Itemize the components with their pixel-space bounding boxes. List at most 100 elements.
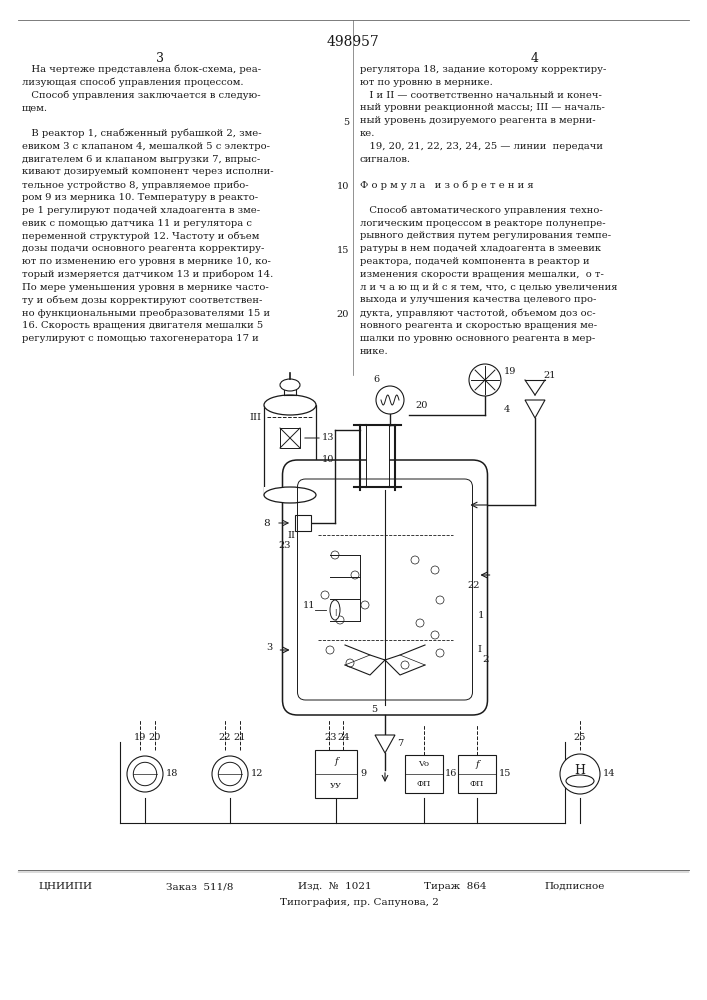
- Text: ный уровни реакционной массы; III — началь-: ный уровни реакционной массы; III — нача…: [360, 103, 605, 112]
- Text: 2: 2: [482, 656, 489, 664]
- Bar: [264, 405, 316, 495]
- Text: III: III: [249, 412, 261, 422]
- Text: 4: 4: [504, 404, 510, 414]
- Text: новного реагента и скоростью вращения ме-: новного реагента и скоростью вращения ме…: [360, 321, 597, 330]
- Circle shape: [346, 659, 354, 667]
- Text: логическим процессом в реакторе полунепре-: логическим процессом в реакторе полунепр…: [360, 219, 606, 228]
- Text: |: |: [334, 609, 337, 616]
- Text: нике.: нике.: [360, 347, 389, 356]
- Text: II: II: [288, 530, 296, 540]
- Ellipse shape: [280, 379, 300, 391]
- Text: 22: 22: [467, 580, 480, 589]
- Circle shape: [361, 601, 369, 609]
- Text: регулятора 18, задание которому корректиру-: регулятора 18, задание которому корректи…: [360, 65, 607, 74]
- Text: изменения скорости вращения мешалки,  о т-: изменения скорости вращения мешалки, о т…: [360, 270, 604, 279]
- Text: H: H: [575, 764, 585, 778]
- Text: рывного действия путем регулирования темпе-: рывного действия путем регулирования тем…: [360, 231, 611, 240]
- Ellipse shape: [566, 775, 594, 787]
- Text: лизующая способ управления процессом.: лизующая способ управления процессом.: [22, 78, 243, 87]
- Text: ту и объем дозы корректируют соответствен-: ту и объем дозы корректируют соответстве…: [22, 295, 262, 305]
- Text: t°: t°: [226, 765, 233, 773]
- Circle shape: [376, 386, 404, 414]
- Bar: [280, 428, 300, 448]
- Circle shape: [212, 756, 248, 792]
- Text: Способ автоматического управления техно-: Способ автоматического управления техно-: [360, 206, 603, 215]
- Text: Рпс: Рпс: [223, 775, 237, 783]
- Text: регулируют с помощью тахогенератора 17 и: регулируют с помощью тахогенератора 17 и: [22, 334, 259, 343]
- FancyBboxPatch shape: [283, 460, 488, 715]
- Text: Подписное: Подписное: [545, 882, 605, 891]
- Text: 20: 20: [337, 310, 349, 319]
- Text: ром 9 из мерника 10. Температуру в реакто-: ром 9 из мерника 10. Температуру в реакт…: [22, 193, 258, 202]
- Circle shape: [436, 649, 444, 657]
- Text: 19: 19: [504, 367, 516, 376]
- Text: 16. Скорость вращения двигателя мешалки 5: 16. Скорость вращения двигателя мешалки …: [22, 321, 263, 330]
- Text: щем.: щем.: [22, 103, 48, 112]
- Text: тельное устройство 8, управляемое прибо-: тельное устройство 8, управляемое прибо-: [22, 180, 249, 190]
- Text: 23: 23: [279, 541, 291, 550]
- Circle shape: [416, 619, 424, 627]
- Text: дукта, управляют частотой, объемом доз ос-: дукта, управляют частотой, объемом доз о…: [360, 308, 595, 318]
- Text: 21: 21: [543, 370, 556, 379]
- Text: 9: 9: [360, 770, 366, 778]
- Text: 22: 22: [218, 733, 231, 742]
- Text: n: n: [143, 765, 148, 773]
- Text: 25: 25: [574, 733, 586, 742]
- Text: но функциональными преобразователями 15 и: но функциональными преобразователями 15 …: [22, 308, 270, 318]
- Circle shape: [431, 566, 439, 574]
- Circle shape: [401, 661, 409, 669]
- Text: I: I: [477, 646, 481, 654]
- Circle shape: [431, 631, 439, 639]
- Text: ют по уровню в мернике.: ют по уровню в мернике.: [360, 78, 493, 87]
- Text: 1: 1: [477, 610, 484, 619]
- Text: Рб: Рб: [140, 775, 150, 783]
- Text: 16: 16: [445, 770, 457, 778]
- Text: евик с помощью датчика 11 и регулятора с: евик с помощью датчика 11 и регулятора с: [22, 219, 252, 228]
- Text: 20: 20: [148, 733, 161, 742]
- Bar: [366, 425, 389, 490]
- Text: 18: 18: [166, 770, 178, 778]
- Ellipse shape: [264, 395, 316, 415]
- Text: Способ управления заключается в следую-: Способ управления заключается в следую-: [22, 91, 261, 100]
- Text: 7: 7: [397, 740, 403, 748]
- Text: 11: 11: [303, 600, 315, 609]
- Text: f: f: [475, 760, 479, 769]
- Text: 498957: 498957: [327, 35, 380, 49]
- Circle shape: [218, 762, 242, 786]
- Text: 3: 3: [267, 643, 272, 652]
- Circle shape: [127, 756, 163, 792]
- Text: ЦНИИПИ: ЦНИИПИ: [38, 882, 92, 891]
- Text: Ф о р м у л а   и з о б р е т е н и я: Ф о р м у л а и з о б р е т е н и я: [360, 180, 534, 190]
- Text: евиком 3 с клапаном 4, мешалкой 5 с электро-: евиком 3 с клапаном 4, мешалкой 5 с элек…: [22, 142, 270, 151]
- Text: Тираж  864: Тираж 864: [423, 882, 486, 891]
- Text: 20: 20: [415, 400, 427, 410]
- Text: 19, 20, 21, 22, 23, 24, 25 — линии  передачи: 19, 20, 21, 22, 23, 24, 25 — линии перед…: [360, 142, 603, 151]
- Text: 10: 10: [322, 456, 334, 464]
- Text: 13: 13: [322, 434, 334, 442]
- Polygon shape: [375, 735, 395, 753]
- Text: 23: 23: [325, 733, 337, 742]
- Text: 14: 14: [603, 770, 616, 778]
- Text: 3: 3: [156, 52, 164, 65]
- Text: ратуры в нем подачей хладоагента в змеевик: ратуры в нем подачей хладоагента в змеев…: [360, 244, 601, 253]
- Text: ФП: ФП: [470, 780, 484, 788]
- Text: На чертеже представлена блок-схема, реа-: На чертеже представлена блок-схема, реа-: [22, 65, 261, 75]
- Text: двигателем 6 и клапаном выгрузки 7, впрыс-: двигателем 6 и клапаном выгрузки 7, впры…: [22, 155, 260, 164]
- Text: дозы подачи основного реагента корректиру-: дозы подачи основного реагента корректир…: [22, 244, 264, 253]
- Bar: [458, 755, 496, 793]
- Text: УУ: УУ: [330, 782, 342, 790]
- Text: 8: 8: [264, 518, 270, 528]
- Ellipse shape: [330, 600, 340, 620]
- Circle shape: [436, 596, 444, 604]
- Circle shape: [411, 556, 419, 564]
- Bar: [264, 487, 316, 495]
- Circle shape: [331, 551, 339, 559]
- Text: 4: 4: [531, 52, 539, 65]
- Text: ный уровень дозируемого реагента в мерни-: ный уровень дозируемого реагента в мерни…: [360, 116, 595, 125]
- Text: шалки по уровню основного реагента в мер-: шалки по уровню основного реагента в мер…: [360, 334, 595, 343]
- Text: 15: 15: [337, 246, 349, 255]
- Bar: [315, 750, 357, 798]
- Text: ке.: ке.: [360, 129, 375, 138]
- Text: ют по изменению его уровня в мернике 10, ко-: ют по изменению его уровня в мернике 10,…: [22, 257, 271, 266]
- Bar: [405, 755, 443, 793]
